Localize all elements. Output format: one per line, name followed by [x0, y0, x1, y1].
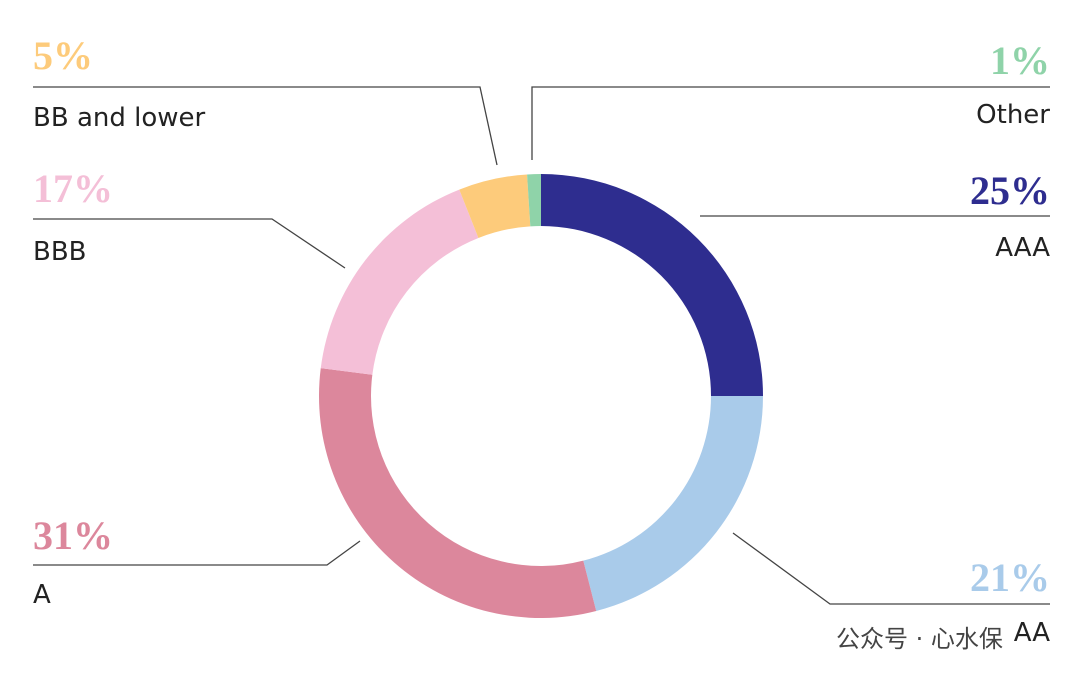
leader-line [33, 540, 361, 566]
category-label: Other [976, 100, 1050, 130]
category-label: BBB [33, 237, 87, 267]
value-label: 1% [990, 38, 1050, 83]
donut-slice [541, 174, 763, 396]
donut-slice [527, 174, 541, 227]
value-label: 5% [33, 33, 93, 78]
category-label: AA [1014, 618, 1051, 648]
value-label: 25% [970, 168, 1050, 213]
leader-line [531, 86, 1050, 160]
leader-line [33, 218, 346, 269]
category-label: AAA [995, 233, 1050, 263]
leader-line [33, 86, 498, 166]
value-label: 17% [33, 166, 113, 211]
category-label: A [33, 580, 51, 610]
value-label: 21% [970, 555, 1050, 600]
value-label: 31% [33, 513, 113, 558]
donut-slice [459, 174, 531, 238]
donut-slice [583, 396, 763, 612]
category-label: BB and lower [33, 103, 206, 133]
leader-line [732, 532, 1050, 605]
donut-slice [319, 368, 597, 618]
watermark: 公众号 · 心水保 [836, 625, 1003, 653]
donut-slice [320, 189, 479, 375]
